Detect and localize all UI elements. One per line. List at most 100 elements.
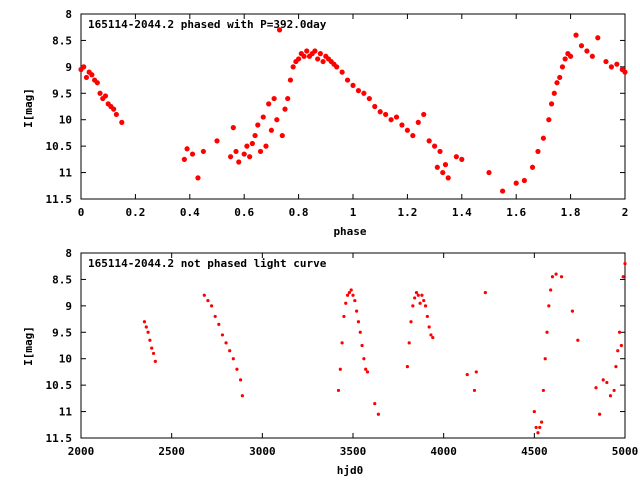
unphased-chart-title: 165114-2044.2 not phased light curve [88, 257, 327, 270]
unphased-data-point [538, 425, 542, 430]
phased-data-point [344, 77, 351, 83]
phased-data-point [355, 88, 362, 94]
phased-y-tick-label: 9.5 [52, 87, 72, 100]
phased-data-point [285, 95, 291, 102]
unphased-data-point [360, 343, 364, 348]
phased-data-point [361, 90, 367, 96]
unphased-data-point [413, 296, 417, 300]
phased-data-point [440, 169, 446, 176]
phased-data-point [573, 32, 579, 38]
unphased-data-points [142, 261, 627, 435]
unphased-data-point [614, 365, 618, 369]
phased-data-point [437, 148, 443, 155]
phased-data-point [442, 162, 449, 168]
phased-data-point [102, 93, 109, 99]
phased-data-point [312, 48, 318, 54]
unphased-data-point [431, 335, 435, 340]
unphased-data-point [142, 320, 147, 324]
phased-data-point [622, 69, 628, 75]
unphased-data-point [541, 388, 546, 393]
unphased-data-point [576, 338, 580, 342]
unphased-data-point [547, 304, 551, 308]
phased-y-tick-label: 8 [65, 8, 72, 21]
phased-data-point [551, 90, 557, 96]
unphased-data-point [539, 420, 544, 424]
unphased-x-tick-label: 3000 [249, 445, 276, 458]
phased-data-point [603, 58, 609, 65]
unphased-data-point [422, 298, 426, 303]
phased-data-point [83, 74, 90, 81]
unphased-x-axis-label: hjd0 [337, 464, 364, 477]
unphased-y-axis-label: I[mag] [22, 326, 35, 366]
unphased-x-tick-label: 4000 [430, 445, 457, 458]
phased-data-point [540, 135, 547, 141]
unphased-y-tick-label: 9.5 [52, 326, 72, 339]
phased-x-tick-label: 1.6 [506, 206, 526, 219]
unphased-data-point [151, 351, 156, 356]
phased-y-tick-label: 10 [59, 114, 72, 127]
phased-data-point [614, 61, 620, 67]
unphased-data-point [235, 367, 239, 371]
phased-data-point [247, 154, 253, 160]
unphased-data-point [621, 275, 625, 279]
phased-data-point [244, 143, 250, 149]
unphased-data-point [220, 333, 225, 337]
phased-data-point [320, 58, 326, 65]
phased-data-point [268, 127, 274, 133]
phased-data-points [78, 27, 628, 194]
phased-data-point [535, 148, 541, 155]
unphased-data-point [474, 370, 478, 374]
unphased-y-tick-label: 9 [65, 300, 72, 313]
phased-data-point [195, 175, 201, 181]
unphased-y-tick-label: 10 [59, 353, 72, 366]
phased-data-point [241, 151, 247, 157]
phased-data-point [252, 132, 258, 139]
unphased-data-point [364, 367, 368, 371]
phased-data-point [214, 138, 220, 144]
unphased-data-point [355, 309, 359, 313]
phased-data-point [410, 132, 416, 139]
unphased-data-point [594, 386, 598, 390]
unphased-data-point [420, 293, 424, 297]
unphased-data-point [213, 314, 217, 319]
phased-data-point [263, 143, 269, 149]
unphased-x-tick-label: 2000 [68, 445, 95, 458]
unphased-data-point [153, 359, 157, 363]
unphased-data-point [358, 330, 362, 334]
unphased-data-point [619, 343, 623, 348]
phased-data-point [595, 35, 601, 41]
phased-data-point [421, 111, 427, 118]
phased-data-point [415, 119, 421, 125]
phased-data-point [608, 64, 615, 70]
unphased-data-point [349, 288, 353, 292]
unphased-data-point [356, 320, 361, 324]
phased-y-tick-label: 9 [65, 61, 72, 74]
phased-data-point [181, 156, 187, 162]
unphased-y-tick-label: 8.5 [52, 273, 72, 286]
phased-data-point [301, 53, 307, 59]
phased-data-point [404, 127, 410, 133]
unphased-data-point [336, 388, 341, 393]
phased-data-point [274, 117, 280, 123]
unphased-x-tick-label: 2500 [158, 445, 185, 458]
unphased-data-point [228, 349, 232, 353]
phased-data-point [548, 101, 555, 107]
phased-x-tick-label: 0.8 [289, 206, 309, 219]
phased-data-point [546, 117, 552, 123]
phased-data-point [383, 111, 389, 118]
unphased-data-point [612, 388, 616, 393]
phased-y-axis-label: I[mag] [22, 88, 35, 128]
phased-data-point [366, 95, 372, 102]
unphased-data-point [209, 304, 214, 308]
phased-x-tick-label: 0.6 [234, 206, 254, 219]
unphased-data-point [418, 301, 422, 305]
phased-x-tick-label: 0.4 [180, 206, 200, 219]
unphased-y-tick-label: 8 [65, 247, 72, 260]
unphased-data-point [559, 275, 564, 279]
unphased-data-point [532, 409, 536, 414]
phased-data-point [282, 106, 288, 112]
unphased-data-point [545, 330, 549, 334]
unphased-chart: 2000 2500 3000 3500 4000 4500 5000 8 8.5 9 9.5 10 1… [22, 247, 638, 477]
unphased-y-tick-label: 10.5 [46, 379, 73, 392]
